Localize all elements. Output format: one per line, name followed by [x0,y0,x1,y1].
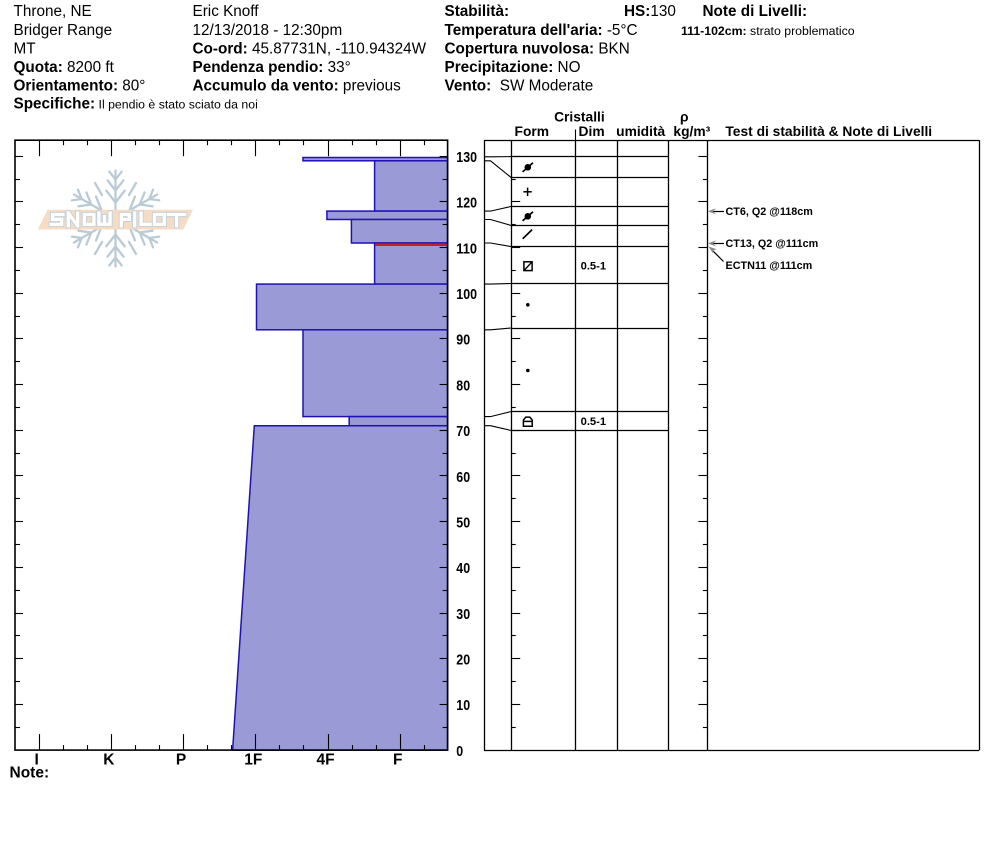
svg-text:111-102cm: strato problematico: 111-102cm: strato problematico [681,24,855,38]
svg-text:Stabilità:: Stabilità: [445,3,510,20]
svg-text:Accumulo da vento: previous: Accumulo da vento: previous [193,78,402,95]
svg-text:4F: 4F [316,751,334,768]
svg-text:CT13, Q2 @111cm: CT13, Q2 @111cm [726,238,819,250]
svg-text:Cristalli: Cristalli [554,109,605,124]
svg-text:Dim: Dim [579,124,605,139]
svg-text:120: 120 [456,196,477,212]
svg-text:1F: 1F [244,751,262,768]
svg-text:80: 80 [456,378,470,394]
svg-text:0.5-1: 0.5-1 [581,260,607,272]
svg-text:50: 50 [456,516,470,532]
svg-text:70: 70 [456,424,470,440]
svg-text:90: 90 [456,333,470,349]
svg-text:0: 0 [456,744,463,760]
svg-text:Specifiche: Il pendio è stato: Specifiche: Il pendio è stato sciato da … [14,96,258,113]
svg-text:Copertura nuvolosa: BKN: Copertura nuvolosa: BKN [445,40,630,57]
svg-text:Pendenza pendio: 33°: Pendenza pendio: 33° [193,59,351,76]
svg-text:Note:: Note: [10,765,50,782]
svg-text:Vento: SW Moderate: Vento: SW Moderate [445,78,594,95]
svg-text:Bridger Range: Bridger Range [14,22,113,39]
svg-text:ρ: ρ [680,109,689,124]
svg-text:12/13/2018 - 12:30pm: 12/13/2018 - 12:30pm [193,22,343,39]
svg-text:110: 110 [456,241,477,257]
svg-text:Temperatura dell'aria: -5°C: Temperatura dell'aria: -5°C [445,22,638,39]
svg-text:P: P [176,751,186,768]
svg-text:kg/m³: kg/m³ [673,124,710,139]
svg-text:30: 30 [456,607,470,623]
svg-text:HS:130: HS:130 [624,3,676,20]
svg-text:60: 60 [456,470,470,486]
svg-text:ECTN11 @111cm: ECTN11 @111cm [726,260,813,272]
svg-text:Form: Form [515,124,550,139]
svg-text:Quota: 8200 ft: Quota: 8200 ft [14,59,115,76]
svg-text:F: F [393,751,402,768]
svg-text:MT: MT [14,40,36,57]
svg-text:40: 40 [456,561,470,577]
svg-text:Test di stabilità & Note di Li: Test di stabilità & Note di Livelli [725,124,932,139]
svg-text:Throne, NE: Throne, NE [14,3,92,20]
svg-text:umidità: umidità [616,124,665,139]
svg-text:CT6, Q2 @118cm: CT6, Q2 @118cm [726,206,813,218]
svg-text:20: 20 [456,653,470,669]
svg-text:Precipitazione: NO: Precipitazione: NO [445,59,581,76]
svg-text:Co-ord: 45.87731N, -110.94324W: Co-ord: 45.87731N, -110.94324W [193,40,427,57]
svg-text:130: 130 [456,150,477,166]
svg-text:K: K [103,751,115,768]
svg-text:0.5-1: 0.5-1 [581,416,607,428]
svg-text:10: 10 [456,698,470,714]
svg-text:100: 100 [456,287,477,303]
svg-text:I: I [35,751,39,768]
svg-text:Eric Knoff: Eric Knoff [193,3,260,20]
svg-text:Note di Livelli:: Note di Livelli: [703,3,808,20]
svg-text:Orientamento: 80°: Orientamento: 80° [14,78,146,95]
